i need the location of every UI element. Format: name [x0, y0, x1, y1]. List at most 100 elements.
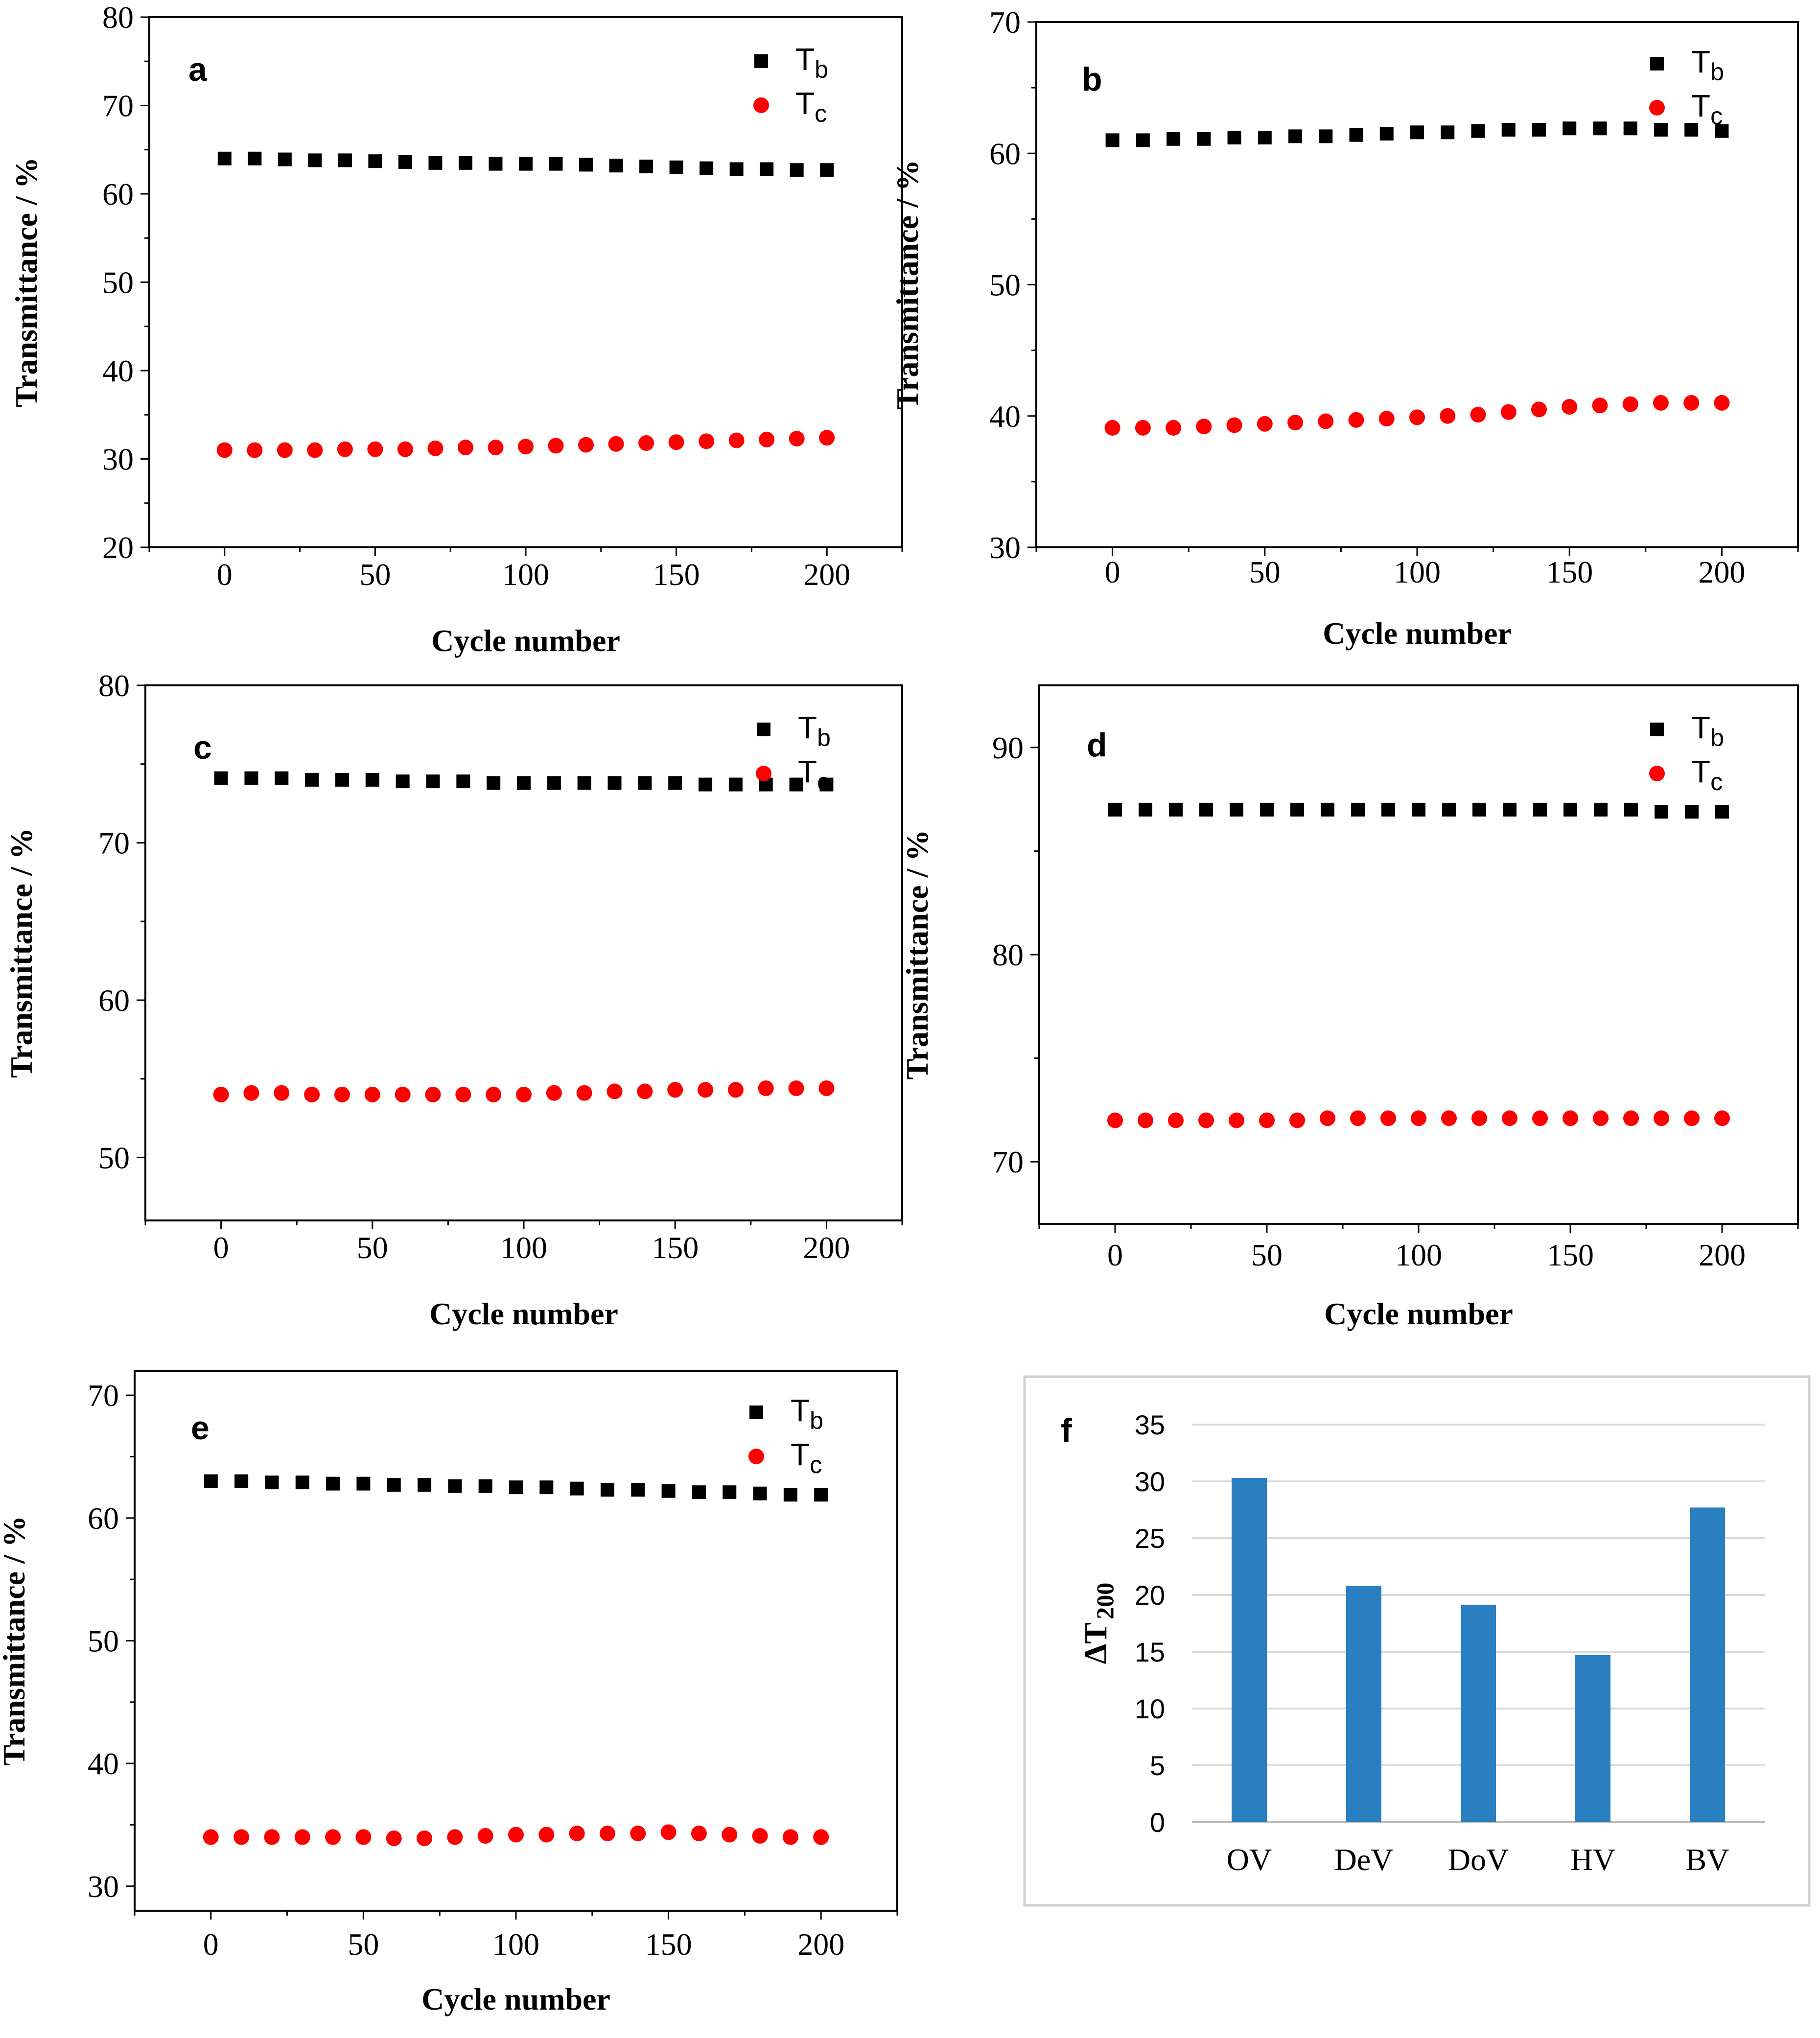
data-point-Tb	[305, 773, 319, 787]
data-point-Tc	[213, 1086, 229, 1102]
legend-label-Tb: Tb	[1691, 710, 1724, 751]
plot-frame	[144, 684, 903, 1221]
data-point-Tb	[728, 777, 743, 792]
data-point-Tb	[1655, 805, 1668, 819]
data-point-Tb	[335, 773, 349, 787]
legend-main: T	[795, 42, 815, 77]
data-point-Tc	[367, 441, 383, 457]
data-point-Tb	[1230, 802, 1243, 817]
data-point-Tc	[1411, 1110, 1426, 1126]
data-point-Tc	[1470, 407, 1486, 423]
plot-frame	[1038, 684, 1799, 1225]
x-tick-label: 100	[492, 1927, 539, 1962]
data-point-Tb	[1685, 805, 1699, 819]
data-point-Tb	[820, 163, 834, 177]
x-tick-label: 150	[645, 1927, 692, 1962]
data-point-Tb	[456, 774, 470, 789]
data-point-Tb	[700, 161, 714, 175]
data-point-Tb	[275, 771, 289, 785]
data-point-Tb	[789, 777, 803, 792]
chart-panel-d: 70 80 90 0 50 100 150 200 Cycle number Transmitta…	[900, 684, 1799, 1331]
data-point-Tb	[517, 776, 531, 790]
data-point-Tc	[538, 1827, 555, 1843]
data-point-Tc	[819, 430, 835, 446]
y-tick-label: 40	[989, 399, 1021, 434]
series-Tc	[216, 430, 835, 458]
data-point-Tb	[539, 1480, 554, 1495]
panel-label: e	[191, 1409, 210, 1447]
y-tick-label: 20	[1135, 1580, 1165, 1611]
data-point-Tc	[1289, 1112, 1305, 1128]
x-axis-title: Cycle number	[431, 623, 620, 658]
chart-panel-a: 20 30 40 50 60 70 80 0 50 100 150 200 Cycle number Tr…	[9, 0, 903, 658]
panel-label: c	[193, 729, 212, 766]
data-point-Tb	[326, 1476, 340, 1491]
data-point-Tb	[519, 157, 533, 171]
data-point-Tb	[1441, 125, 1455, 140]
x-tick-label: 200	[1698, 555, 1745, 589]
x-tick-label: 0	[217, 557, 233, 592]
panel-label: f	[1061, 1412, 1072, 1449]
data-point-Tc	[548, 438, 564, 454]
data-point-Tb	[234, 1474, 249, 1488]
data-point-Tc	[699, 433, 715, 449]
legend-subscript: b	[817, 724, 831, 751]
data-point-Tc	[488, 440, 504, 456]
legend-main: T	[795, 86, 815, 121]
data-point-Tc	[576, 1085, 592, 1101]
data-point-Tb	[699, 777, 713, 792]
data-point-Tc	[1654, 1110, 1669, 1126]
data-point-Tc	[788, 1080, 804, 1096]
legend-label-Tb: Tb	[1691, 44, 1724, 86]
data-point-Tc	[1441, 1110, 1457, 1126]
data-point-Tb	[1715, 124, 1729, 138]
series-Tc	[213, 1080, 835, 1102]
legend-main: T	[791, 1393, 810, 1428]
y-tick-label: 70	[88, 1378, 119, 1413]
chart-panel-f: 0 5 10 15 20 25 30 35 OV DeV DoV HV BV f ΔT 200	[1023, 1375, 1811, 1907]
data-point-Tc	[386, 1830, 402, 1847]
data-point-Tb	[1197, 132, 1211, 146]
y-axis-title: Transmittance / %	[4, 828, 39, 1078]
y-title-main: ΔT	[1078, 1622, 1114, 1664]
data-point-Tb	[1532, 122, 1546, 137]
data-point-Tb	[1349, 128, 1363, 142]
data-point-Tc	[691, 1826, 707, 1842]
data-point-Tb	[639, 160, 653, 174]
data-point-Tc	[759, 431, 775, 447]
data-point-Tb	[1379, 127, 1394, 141]
x-tick-label: 100	[502, 557, 549, 592]
x-tick-label: 200	[797, 1927, 844, 1962]
x-tick-label: 50	[1249, 555, 1281, 589]
data-point-Tc	[813, 1829, 829, 1845]
data-point-Tc	[457, 440, 473, 456]
data-point-Tc	[1350, 1110, 1366, 1126]
series-Tb	[1105, 121, 1729, 147]
data-point-Tb	[1442, 802, 1456, 817]
data-point-Tb	[214, 771, 228, 785]
data-point-Tc	[630, 1826, 646, 1842]
data-point-Tc	[1502, 1110, 1517, 1126]
data-point-Tc	[486, 1086, 502, 1102]
data-point-Tb	[295, 1476, 309, 1490]
data-point-Tc	[1563, 1110, 1578, 1126]
x-axis-title: Cycle number	[429, 1296, 618, 1331]
data-point-Tb	[790, 163, 804, 177]
data-point-Tb	[458, 156, 472, 170]
y-tick-label: 5	[1150, 1750, 1165, 1781]
legend-main: T	[1691, 88, 1710, 123]
data-point-Tc	[752, 1828, 768, 1844]
data-point-Tc	[516, 1086, 532, 1102]
x-tick-label: 50	[359, 557, 391, 592]
data-point-Tb	[577, 776, 591, 790]
series-Tb	[217, 151, 834, 177]
legend-subscript: c	[815, 100, 827, 127]
data-point-Tc	[397, 441, 413, 457]
data-point-Tb	[819, 777, 834, 792]
data-point-Tb	[1169, 802, 1183, 817]
data-point-Tb	[1288, 129, 1303, 143]
data-point-Tb	[1593, 121, 1607, 136]
data-point-Tb	[1472, 802, 1486, 817]
data-point-Tc	[698, 1082, 714, 1098]
